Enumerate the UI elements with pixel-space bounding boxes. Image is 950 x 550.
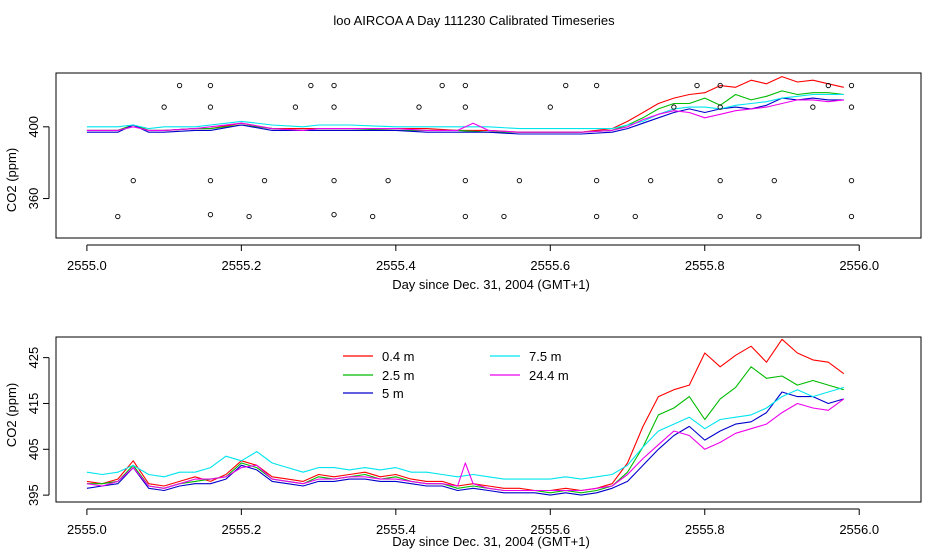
x-tick-label: 2555.8 (685, 258, 725, 273)
series-line-0-4-m (86, 338, 845, 492)
calibration-point (462, 177, 468, 184)
calibration-point (848, 213, 855, 220)
calibration-point (593, 82, 600, 89)
calibration-point (331, 82, 337, 89)
series-line-3 (86, 93, 844, 130)
top-y-axis: 360 400 (26, 116, 50, 210)
calibration-point (331, 104, 337, 110)
calibration-point (261, 177, 268, 184)
legend-label: 24.4 m (529, 368, 569, 383)
y-tick-label: 405 (26, 438, 41, 460)
series-line-7-5-m (86, 386, 844, 480)
calibration-point (756, 213, 762, 220)
y-tick-label: 395 (26, 484, 41, 506)
calibration-point (246, 213, 252, 220)
calibration-point (810, 104, 816, 110)
series-line-4 (86, 99, 844, 133)
x-tick-label: 2555.0 (67, 258, 107, 273)
x-tick-label: 2555.4 (376, 522, 416, 537)
x-tick-label: 2555.0 (67, 522, 107, 537)
calibration-point (717, 82, 723, 89)
top-calibration-points (115, 82, 855, 220)
calibration-point (848, 104, 855, 110)
calibration-point (115, 213, 121, 220)
calibration-point (825, 82, 831, 89)
top-plot-frame (55, 72, 922, 239)
top-x-axis: 2555.0 2555.2 2555.4 2555.6 2555.8 2556.0 (67, 244, 879, 273)
x-tick-label: 2555.6 (530, 258, 570, 273)
legend-label: 7.5 m (529, 349, 562, 364)
calibration-point (207, 212, 214, 218)
calibration-point (501, 213, 507, 220)
y-tick-label: 360 (26, 188, 41, 210)
series-line-5-m (86, 391, 844, 496)
bottom-y-axis-label: CO2 (ppm) (4, 383, 19, 447)
calibration-point (416, 104, 422, 110)
calibration-point (385, 177, 391, 184)
bottom-x-axis-label: Day since Dec. 31, 2004 (GMT+1) (392, 534, 590, 549)
calibration-point (648, 177, 654, 184)
calibration-point (292, 104, 299, 110)
calibration-point (462, 213, 468, 220)
top-y-axis-label: CO2 (ppm) (4, 148, 19, 212)
x-tick-label: 2556.0 (839, 258, 879, 273)
calibration-point (717, 213, 723, 220)
legend-label: 2.5 m (382, 368, 415, 383)
y-tick-label: 425 (26, 347, 41, 369)
top-x-axis-label: Day since Dec. 31, 2004 (GMT+1) (392, 277, 590, 292)
calibration-point (547, 104, 553, 110)
calibration-point (848, 177, 855, 184)
calibration-point (370, 213, 376, 220)
legend-label: 0.4 m (382, 349, 415, 364)
figure-title: loo AIRCOA A Day 111230 Calibrated Times… (333, 13, 615, 28)
bottom-plot-frame (55, 336, 922, 503)
top-panel: 2555.0 2555.2 2555.4 2555.6 2555.8 2556.0 360… (4, 72, 922, 292)
calibration-point (632, 213, 638, 220)
y-tick-label: 415 (26, 393, 41, 415)
series-line-0 (86, 76, 844, 133)
calibration-point (207, 104, 214, 110)
x-tick-label: 2555.8 (685, 522, 725, 537)
calibration-point (593, 213, 600, 220)
calibration-point (717, 104, 723, 110)
calibration-point (516, 177, 523, 184)
calibration-point (331, 177, 337, 184)
calibration-point (694, 82, 700, 89)
calibration-point (207, 82, 214, 89)
bottom-panel: 2555.0 2555.2 2555.4 2555.6 2555.8 2556.0 395… (4, 336, 922, 549)
calibration-point (593, 177, 600, 184)
calibration-point (671, 104, 677, 110)
calibration-point (563, 82, 569, 89)
calibration-point (439, 82, 445, 89)
bottom-series-lines (86, 338, 845, 496)
series-line-2-5-m (86, 366, 844, 494)
calibration-point (331, 212, 337, 218)
calibration-point (848, 82, 855, 89)
calibration-point (207, 177, 214, 184)
bottom-x-axis: 2555.0 2555.2 2555.4 2555.6 2555.8 2556.0 (67, 508, 879, 537)
x-tick-label: 2555.6 (530, 522, 570, 537)
legend-label: 5 m (382, 386, 404, 401)
x-tick-label: 2555.2 (221, 522, 261, 537)
calibration-point (176, 82, 183, 89)
calibration-point (717, 177, 723, 184)
y-tick-label: 400 (26, 116, 41, 138)
legend: 0.4 m 2.5 m 5 m 7.5 m 24.4 m (343, 349, 569, 401)
calibration-point (462, 82, 468, 89)
series-line-24-4-m (86, 398, 845, 492)
calibration-point (771, 177, 777, 184)
series-line-2 (86, 97, 844, 135)
bottom-y-axis: 395 405 415 425 (26, 347, 50, 506)
x-tick-label: 2556.0 (839, 522, 879, 537)
calibration-point (308, 82, 314, 89)
x-tick-label: 2555.2 (221, 258, 261, 273)
calibration-point (161, 104, 167, 110)
top-series-lines (86, 76, 844, 135)
calibration-point (462, 104, 468, 110)
x-tick-label: 2555.4 (376, 258, 416, 273)
calibration-point (130, 177, 136, 184)
